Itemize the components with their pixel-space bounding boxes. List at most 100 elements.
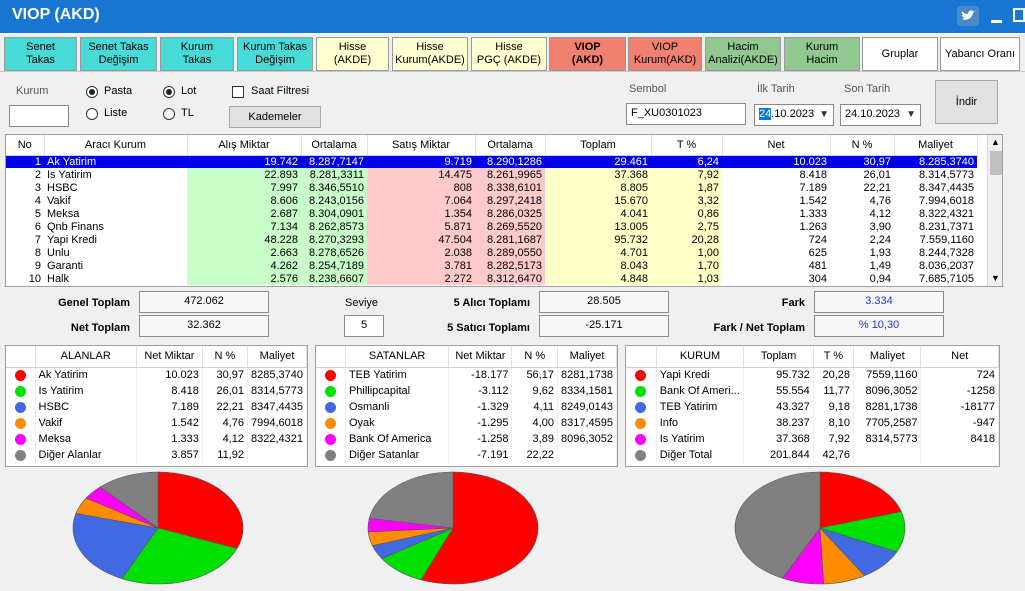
tl-radio[interactable] <box>163 108 175 120</box>
list-item[interactable]: TEB Yatirim 43.327 9,18 8281,1738 -18177 <box>626 399 999 415</box>
kurum-input[interactable] <box>9 105 69 127</box>
list-item[interactable]: Yapi Kredi 95.732 20,28 7559,1160 724 <box>626 367 999 383</box>
column-header[interactable]: Maliyet <box>247 346 307 368</box>
legend-dot-icon <box>14 401 26 413</box>
list-item[interactable]: Info 38.237 8,10 7705,2587 -947 <box>626 415 999 431</box>
item-name: TEB Yatirim <box>656 399 745 415</box>
table-row[interactable]: 4 Vakif 8.606 8.243,0156 7.064 8.297,2418 15.6… <box>6 194 977 207</box>
tab-kurum-takas[interactable]: Kurum Takas <box>160 37 234 71</box>
tab-yabanci-orani[interactable]: Yabancı Oranı <box>940 37 1020 71</box>
scrollbar-thumb[interactable] <box>990 151 1002 175</box>
son-tarih-picker[interactable]: 24.10.2023 ▼ <box>840 104 921 126</box>
satici-toplami-label: 5 Satıcı Toplamı <box>447 322 530 334</box>
column-header[interactable]: Satış Miktar <box>367 135 476 156</box>
table-cell: 2.038 <box>367 246 475 259</box>
list-item[interactable]: Oyak -1.295 4,00 8317,4595 <box>316 415 617 431</box>
list-item[interactable]: Meksa 1.333 4,12 8322,4321 <box>6 431 307 447</box>
column-header[interactable]: Toplam <box>545 135 652 156</box>
sembol-select[interactable]: F_XU0301023 <box>626 103 746 125</box>
item-value: 11,77 <box>813 383 855 399</box>
list-item[interactable]: Bank Of America -1.258 3,89 8096,3052 <box>316 431 617 447</box>
list-item[interactable]: Ak Yatirim 10.023 30,97 8285,3740 <box>6 367 307 383</box>
tab-kurum-takas-degisim[interactable]: Kurum Takas Değişim <box>237 37 313 71</box>
table-row[interactable]: 5 Meksa 2.687 8.304,0901 1.354 8.286,0325 4.04… <box>6 207 977 220</box>
table-cell: 724 <box>808 233 827 246</box>
column-header[interactable]: No <box>6 135 45 156</box>
item-name: Info <box>656 415 745 431</box>
list-item[interactable]: Phillipcapital -3.112 9,62 8334,1581 <box>316 383 617 399</box>
indir-button[interactable]: İndir <box>935 80 998 124</box>
column-header[interactable]: Alış Miktar <box>187 135 302 156</box>
table-row[interactable]: 9 Garanti 4.262 8.254,7189 3.781 8.282,5173 8.… <box>6 259 977 272</box>
tab-hisse-akde[interactable]: Hisse (AKDE) <box>316 37 389 71</box>
tab-gruplar[interactable]: Gruplar <box>862 37 938 71</box>
column-header[interactable]: Maliyet <box>894 135 978 156</box>
saat-filtresi-checkbox[interactable] <box>232 86 244 98</box>
table-cell: Halk <box>47 272 70 285</box>
ilk-tarih-picker[interactable]: 24.10.2023 ▼ <box>754 104 834 126</box>
list-item[interactable]: Diğer Alanlar 3.857 11,92 <box>6 447 307 463</box>
table-row[interactable]: 7 Yapi Kredi 48.228 8.270,3293 47.504 8.281,1… <box>6 233 977 246</box>
tab-senet-takas-degisim[interactable]: Senet Takas Değişim <box>80 37 157 71</box>
tab-viop-kurum-akd[interactable]: VIOP Kurum(AKD) <box>628 37 702 71</box>
seviye-input[interactable]: 5 <box>344 315 384 337</box>
scroll-up-icon[interactable]: ▲ <box>991 137 1000 147</box>
item-value: 8347,4435 <box>247 399 307 415</box>
tab-hisse-kurum-akde[interactable]: Hisse Kurum(AKDE) <box>392 37 468 71</box>
minimize-icon[interactable] <box>991 20 1002 23</box>
column-header[interactable]: ALANLAR <box>35 346 137 368</box>
column-header[interactable]: Maliyet <box>853 346 922 368</box>
item-name: Bank Of America <box>345 431 450 447</box>
column-header[interactable]: SATANLAR <box>345 346 450 368</box>
chevron-down-icon[interactable]: ▼ <box>906 109 916 120</box>
list-item[interactable]: TEB Yatirim -18.177 56,17 8281,1738 <box>316 367 617 383</box>
tab-viop-akd[interactable]: VIOP (AKD) <box>549 37 626 71</box>
column-header[interactable]: Toplam <box>743 346 814 368</box>
scroll-down-icon[interactable]: ▼ <box>991 273 1000 283</box>
ilk-tarih-day-selected: 24 <box>759 108 772 120</box>
tab-senet-takas[interactable]: Senet Takas <box>4 37 77 71</box>
color-cell <box>6 399 36 415</box>
column-header[interactable]: Aracı Kurum <box>44 135 188 156</box>
list-item[interactable]: Is Yatirim 37.368 7,92 8314,5773 8418 <box>626 431 999 447</box>
tab-hacim-analizi-akde[interactable]: Hacim Analizi(AKDE) <box>705 37 781 71</box>
column-header[interactable]: Maliyet <box>557 346 617 368</box>
lot-radio[interactable] <box>163 86 175 98</box>
list-item[interactable]: Bank Of Ameri... 55.554 11,77 8096,3052 -125… <box>626 383 999 399</box>
chevron-down-icon[interactable]: ▼ <box>819 109 829 120</box>
column-header[interactable]: Ortalama <box>475 135 546 156</box>
item-name: Is Yatirim <box>35 383 137 399</box>
tab-hisse-pgc-akde[interactable]: Hisse PGÇ (AKDE) <box>471 37 547 71</box>
table-row[interactable]: 8 Unlu 2.663 8.278,6526 2.038 8.289,0550 4.701… <box>6 246 977 259</box>
list-item[interactable]: HSBC 7.189 22,21 8347,4435 <box>6 399 307 415</box>
list-item[interactable]: Diğer Satanlar -7.191 22,22 <box>316 447 617 463</box>
column-header[interactable]: T % <box>651 135 723 156</box>
list-item[interactable]: Vakif 1.542 4,76 7994,6018 <box>6 415 307 431</box>
column-header[interactable]: Net Miktar <box>136 346 203 368</box>
column-header[interactable]: N % <box>202 346 248 368</box>
column-header[interactable]: Net <box>920 346 999 368</box>
list-item[interactable]: Is Yatirim 8.418 26,01 8314,5773 <box>6 383 307 399</box>
maximize-icon[interactable] <box>1013 8 1025 22</box>
table-row[interactable]: 2 Is Yatirim 22.893 8.281,3311 14.475 8.261,9… <box>6 168 977 181</box>
column-header[interactable]: Net <box>722 135 831 156</box>
saat-filtresi-label: Saat Filtresi <box>251 85 310 97</box>
list-item[interactable]: Osmanli -1.329 4,11 8249,0143 <box>316 399 617 415</box>
table-row[interactable]: 1 Ak Yatirim 19.742 8.287,7147 9.719 8.290,12… <box>6 155 977 168</box>
table-row[interactable]: 6 Qnb Finans 7.134 8.262,8573 5.871 8.269,552… <box>6 220 977 233</box>
table-row[interactable]: 3 HSBC 7.997 8.346,5510 808 8.338,6101 8.805 1,… <box>6 181 977 194</box>
tab-kurum-hacim[interactable]: Kurum Hacim <box>784 37 860 71</box>
column-header[interactable]: Ortalama <box>301 135 368 156</box>
column-header[interactable]: KURUM <box>656 346 745 368</box>
kademeler-button[interactable]: Kademeler <box>229 106 321 128</box>
table-row[interactable]: 10 Halk 2.576 8.238,6607 2.272 8.312,6470 4.84… <box>6 272 977 285</box>
pasta-radio[interactable] <box>86 86 98 98</box>
main-table-scrollbar[interactable]: ▲ ▼ <box>987 135 1002 286</box>
column-header[interactable]: N % <box>511 346 558 368</box>
list-item[interactable]: Diğer Total 201.844 42,76 <box>626 447 999 463</box>
column-header[interactable]: T % <box>813 346 855 368</box>
twitter-icon[interactable] <box>957 6 979 26</box>
column-header[interactable]: N % <box>830 135 895 156</box>
column-header[interactable]: Net Miktar <box>448 346 513 368</box>
liste-radio[interactable] <box>86 108 98 120</box>
